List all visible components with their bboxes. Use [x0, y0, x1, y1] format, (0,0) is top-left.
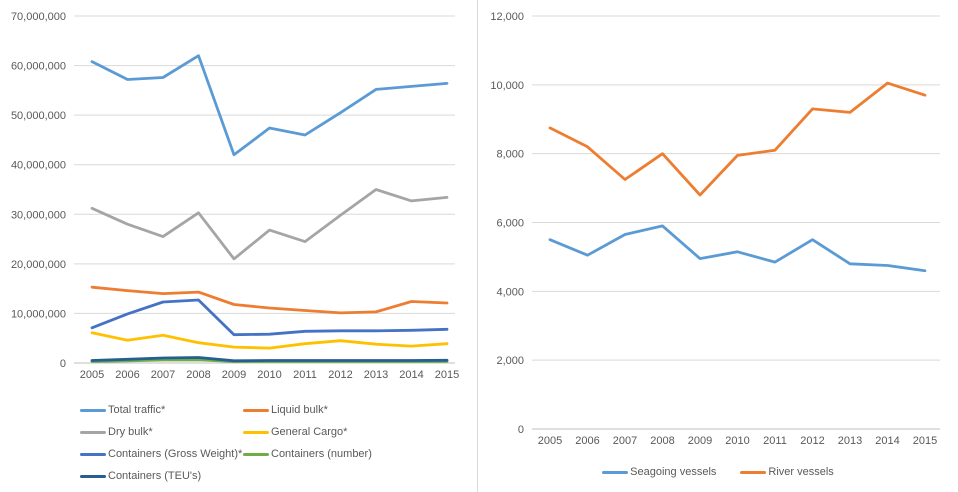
- legend-item-containers-gross-weight: Containers (Gross Weight)*: [80, 447, 243, 460]
- legend-swatch-containers-teu-s: [80, 474, 106, 478]
- y-axis-tick-label: 10,000,000: [11, 308, 66, 320]
- x-axis-tick-label: 2007: [613, 435, 637, 447]
- x-axis-tick-label: 2005: [80, 369, 104, 381]
- y-axis-tick-label: 2,000: [496, 355, 524, 367]
- legend-swatch-dry-bulk: [80, 430, 106, 434]
- y-axis-tick-label: 50,000,000: [11, 110, 66, 122]
- legend-label: Total traffic*: [108, 403, 166, 416]
- cargo-traffic-legend: Total traffic* Liquid bulk* Dry bulk* Gener…: [80, 399, 372, 487]
- series-line-containers-teu-s: [90, 356, 449, 363]
- x-axis-tick-label: 2009: [688, 435, 712, 447]
- legend-swatch-river-vessels: [740, 470, 767, 474]
- x-axis-tick-label: 2012: [328, 369, 352, 381]
- y-axis-tick-label: 40,000,000: [11, 160, 66, 172]
- series-line-general-cargo: [90, 331, 449, 350]
- x-axis-tick-label: 2015: [913, 435, 937, 447]
- legend-label: General Cargo*: [271, 425, 348, 438]
- x-axis-tick-label: 2010: [257, 369, 281, 381]
- x-axis-tick-label: 2010: [725, 435, 749, 447]
- legend-label: Containers (TEU's): [108, 469, 202, 482]
- x-axis-tick-label: 2007: [151, 369, 175, 381]
- x-axis-tick-label: 2005: [538, 435, 562, 447]
- x-axis-tick-label: 2013: [838, 435, 862, 447]
- legend-label: Seagoing vessels: [630, 465, 717, 478]
- vessels-legend: Seagoing vessels River vessels: [478, 463, 958, 481]
- legend-label: Containers (Gross Weight)*: [108, 447, 243, 460]
- cargo-traffic-chart: 0 10,000,000 20,000,000 30,000,000 40,000,00…: [0, 0, 477, 492]
- x-axis-tick-label: 2011: [293, 369, 317, 381]
- series-line-dry-bulk: [90, 188, 449, 261]
- x-axis-tick-label: 2006: [115, 369, 139, 381]
- x-axis-tick-label: 2014: [875, 435, 899, 447]
- y-axis-tick-label: 12,000: [490, 11, 524, 23]
- legend-item-dry-bulk: Dry bulk*: [80, 425, 243, 438]
- legend-swatch-liquid-bulk: [243, 408, 269, 412]
- x-axis-tick-label: 2014: [399, 369, 423, 381]
- series-line-containers-gross-weight: [90, 298, 449, 337]
- chart-divider-line: [477, 0, 478, 492]
- series-line-total-traffic: [90, 54, 449, 157]
- y-axis-tick-label: 70,000,000: [11, 11, 66, 23]
- legend-item-liquid-bulk: Liquid bulk*: [243, 403, 372, 416]
- cargo-traffic-plot: 0 10,000,000 20,000,000 30,000,000 40,000,00…: [11, 11, 459, 381]
- y-axis-tick-label: 10,000: [490, 80, 524, 92]
- legend-item-seagoing-vessels: Seagoing vessels: [602, 465, 717, 478]
- series-line-liquid-bulk: [90, 285, 449, 315]
- legend-item-containers-number: Containers (number): [243, 447, 372, 460]
- legend-item-general-cargo: General Cargo*: [243, 425, 372, 438]
- y-axis-tick-label: 20,000,000: [11, 259, 66, 271]
- legend-swatch-seagoing-vessels: [602, 470, 629, 474]
- x-axis-tick-label: 2008: [650, 435, 674, 447]
- legend-label: Containers (number): [271, 447, 372, 460]
- x-axis-tick-label: 2011: [763, 435, 787, 447]
- legend-swatch-containers-gross-weight: [80, 452, 106, 456]
- legend-item-total-traffic: Total traffic*: [80, 403, 243, 416]
- y-axis-tick-label: 4,000: [496, 286, 524, 298]
- y-axis-tick-label: 60,000,000: [11, 61, 66, 73]
- x-axis-tick-label: 2006: [575, 435, 599, 447]
- x-axis-tick-label: 2013: [364, 369, 388, 381]
- legend-label: River vessels: [768, 465, 834, 478]
- legend-swatch-containers-number: [243, 452, 269, 456]
- vessels-plot: 0 2,000 4,000 6,000 8,000 10,000 12,000 2005 200…: [490, 11, 940, 447]
- legend-label: Dry bulk*: [108, 425, 153, 438]
- x-axis-tick-label: 2012: [800, 435, 824, 447]
- legend-item-containers-teu-s: Containers (TEU's): [80, 469, 243, 482]
- y-axis-tick-label: 30,000,000: [11, 209, 66, 221]
- legend-swatch-general-cargo: [243, 430, 269, 434]
- legend-item-river-vessels: River vessels: [740, 465, 834, 478]
- vessels-chart: 0 2,000 4,000 6,000 8,000 10,000 12,000 2005 200…: [478, 0, 958, 492]
- y-axis-tick-label: 0: [60, 358, 66, 370]
- legend-swatch-total-traffic: [80, 408, 106, 412]
- legend-label: Liquid bulk*: [271, 403, 328, 416]
- x-axis-tick-label: 2009: [222, 369, 246, 381]
- y-axis-tick-label: 6,000: [496, 218, 524, 230]
- series-line-seagoing-vessels: [548, 224, 927, 273]
- x-axis-tick-label: 2015: [435, 369, 459, 381]
- x-axis-tick-label: 2008: [186, 369, 210, 381]
- series-line-river-vessels: [548, 81, 927, 197]
- y-axis-tick-label: 0: [518, 424, 524, 436]
- y-axis-tick-label: 8,000: [496, 149, 524, 161]
